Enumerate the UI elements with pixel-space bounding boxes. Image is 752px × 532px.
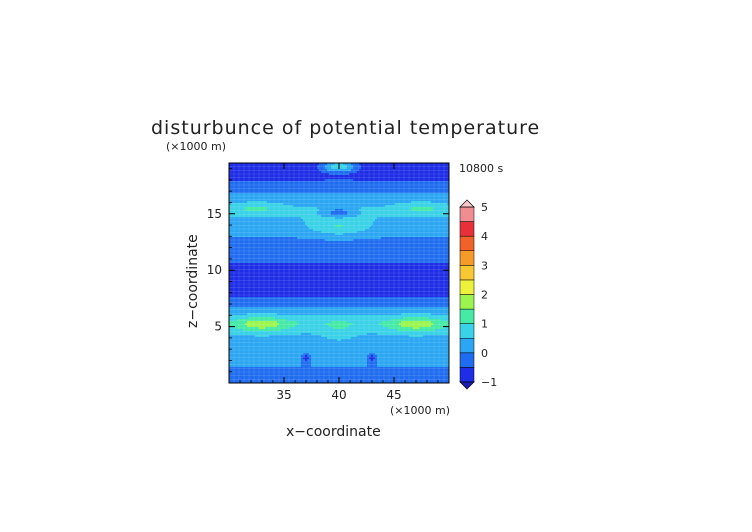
- colorbar-under-triangle: [459, 381, 475, 390]
- colorbar-segment: [459, 367, 475, 383]
- y-axis-label: z−coordinate: [185, 234, 201, 328]
- colorbar-segment: [459, 221, 475, 237]
- y-tick-label: 15: [207, 207, 222, 221]
- x-tick-label: 35: [276, 388, 291, 402]
- colorbar-segment: [459, 206, 475, 222]
- colorbar: −1 0 1 2 3 4 5: [459, 199, 497, 390]
- colorbar-segment: [459, 352, 475, 368]
- colorbar-segment: [459, 294, 475, 310]
- y-axis-ticks: 5 10 15: [207, 168, 449, 373]
- colorbar-segment: [459, 323, 475, 339]
- colorbar-tick-label: 5: [481, 201, 488, 214]
- colorbar-segment: [459, 279, 475, 295]
- chart-title: disturbunce of potential temperature: [151, 117, 540, 139]
- colorbar-segment: [459, 235, 475, 252]
- colorbar-tick-label: 0: [481, 347, 488, 360]
- colorbar-over-triangle: [459, 199, 475, 208]
- contour-field: [229, 163, 449, 383]
- grid-lines: [229, 163, 449, 383]
- x-axis-ticks: 35 40 45: [228, 163, 450, 402]
- colorbar-tick-label: 2: [481, 289, 488, 302]
- x-axis-label: x−coordinate: [286, 424, 381, 440]
- time-label: 10800 s: [459, 162, 503, 175]
- y-tick-label: 10: [207, 263, 222, 277]
- colorbar-tick-label: 4: [481, 230, 488, 243]
- z-unit-label: (×1000 m): [166, 140, 226, 153]
- y-tick-label: 5: [214, 320, 222, 334]
- colorbar-segment: [459, 308, 475, 324]
- colorbar-tick-label: −1: [481, 376, 497, 389]
- colorbar-tick-label: 3: [481, 259, 488, 272]
- colorbar-segment: [459, 338, 475, 354]
- x-unit-label: (×1000 m): [390, 404, 450, 417]
- colorbar-segment: [459, 265, 475, 281]
- x-tick-label: 40: [331, 388, 346, 402]
- x-tick-label: 45: [386, 388, 401, 402]
- colorbar-tick-label: 1: [481, 318, 488, 331]
- colorbar-segment: [459, 250, 475, 266]
